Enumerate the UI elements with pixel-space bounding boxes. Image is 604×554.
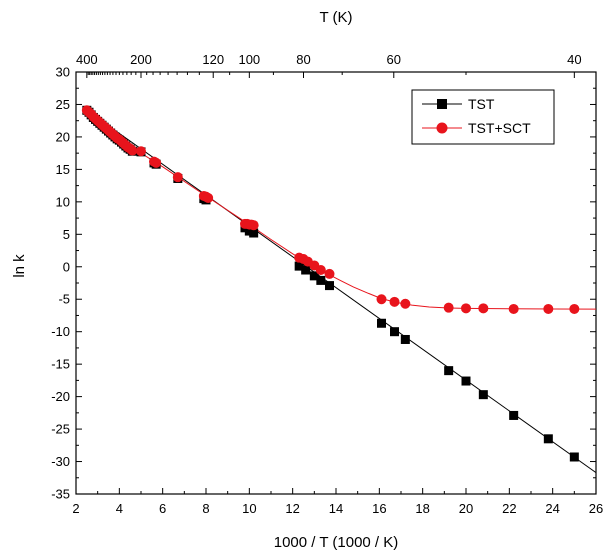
tst-point [390,327,399,336]
tst-point [509,411,518,420]
y-tick-label: -10 [51,324,70,339]
top-tick-label: 60 [387,52,401,67]
x-tick-label: 8 [202,501,209,516]
y-tick-label: 30 [56,65,70,80]
y-tick-label: -30 [51,454,70,469]
y-tick-label: -35 [51,487,70,502]
tst-sct-point [444,303,454,313]
y-tick-label: -15 [51,357,70,372]
tst-sct-point [127,146,137,156]
y-tick-label: -25 [51,422,70,437]
x-tick-label: 18 [415,501,429,516]
legend-label-tst: TST [468,96,495,112]
legend-marker-tst [437,99,447,109]
x-tick-label: 20 [459,501,473,516]
tst-point [377,319,386,328]
tst-point [316,276,325,285]
top-tick-label: 200 [130,52,152,67]
x-tick-label: 24 [545,501,559,516]
y-tick-label: 0 [63,259,70,274]
x-tick-label: 16 [372,501,386,516]
legend-label-tst-sct: TST+SCT [468,120,531,136]
tst-point [301,266,310,275]
y-axis-label: ln k [11,254,28,278]
y-tick-label: 20 [56,129,70,144]
tst-point [570,452,579,461]
tst-sct-point [400,299,410,309]
y-tick-label: 25 [56,97,70,112]
top-tick-label: 120 [202,52,224,67]
y-tick-label: -20 [51,389,70,404]
tst-sct-point [569,304,579,314]
tst-point [325,281,334,290]
x-tick-label: 2 [72,501,79,516]
x-tick-label: 26 [589,501,603,516]
tst-sct-point [249,220,259,230]
top-tick-label: 400 [76,52,98,67]
x-tick-label: 12 [285,501,299,516]
tst-sct-point [461,303,471,313]
tst-point [462,377,471,386]
top-tick-label: 40 [567,52,581,67]
tst-sct-point [325,269,335,279]
top-axis-label: T (K) [319,9,352,26]
tst-sct-point [316,265,326,275]
y-tick-label: 10 [56,194,70,209]
x-tick-label: 6 [159,501,166,516]
tst-sct-point [173,172,183,182]
y-tick-label: -5 [58,292,70,307]
legend-marker-tst-sct [437,123,448,134]
x-tick-label: 22 [502,501,516,516]
top-tick-label: 100 [238,52,260,67]
y-tick-label: 15 [56,162,70,177]
tst-point [401,335,410,344]
tst-point [444,366,453,375]
x-tick-label: 14 [329,501,343,516]
tst-sct-point [543,304,553,314]
fit-lines [87,110,596,472]
tst-point [544,434,553,443]
tst-sct-point [377,294,387,304]
y-tick-label: 5 [63,227,70,242]
tst-sct-point [390,297,400,307]
tst-sct-point [136,146,146,156]
tst-sct-point [478,303,488,313]
tst-fit-line [87,110,596,472]
x-tick-label: 10 [242,501,256,516]
x-axis-label: 1000 / T (1000 / K) [274,534,399,551]
tst-sct-point [509,304,519,314]
tst-sct-point [151,158,161,168]
top-tick-label: 80 [296,52,310,67]
tst-sct-point [203,193,213,203]
legend: TST TST+SCT [412,90,554,144]
tst-point [479,390,488,399]
x-tick-label: 4 [116,501,123,516]
